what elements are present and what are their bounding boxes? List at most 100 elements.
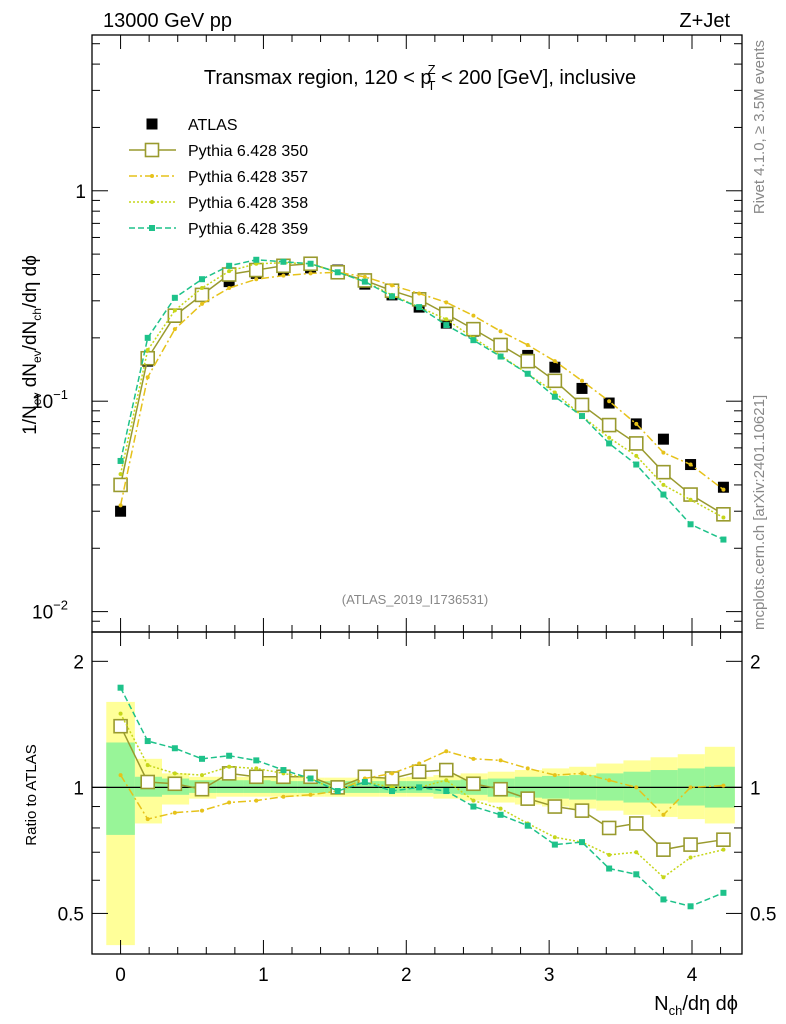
main-point-p359-7 bbox=[307, 260, 314, 267]
main-point-p359-13 bbox=[470, 337, 477, 344]
ratio-point-p350-5 bbox=[248, 769, 264, 785]
ratio-point-p357-7 bbox=[308, 792, 313, 797]
main-point-p359-15 bbox=[524, 370, 531, 377]
main-point-p357-15 bbox=[525, 342, 530, 347]
ratio-point-p359-7 bbox=[307, 775, 314, 782]
legend-label-p359: Pythia 6.428 359 bbox=[188, 221, 308, 238]
plot-title: Transmax region, 120 < pZ T < 200 [GeV], … bbox=[204, 62, 636, 93]
main-point-p358-19 bbox=[634, 453, 639, 458]
ratio-point-p357-22 bbox=[721, 783, 726, 788]
title-sup: Z bbox=[428, 62, 436, 77]
ratio-point-p359-8 bbox=[334, 788, 341, 795]
ratio-y-tick-label-left: 1 bbox=[73, 778, 84, 799]
main-point-p358-4 bbox=[227, 269, 232, 274]
main-point-p357-3 bbox=[200, 301, 204, 306]
main-point-p357-10 bbox=[390, 283, 394, 288]
ratio-point-p358-2 bbox=[172, 771, 177, 776]
mcplots-text: mcplots.cern.ch [arXiv:2401.10621] bbox=[751, 395, 768, 630]
main-point-p359-16 bbox=[551, 393, 558, 400]
ratio-point-p359-22 bbox=[720, 889, 727, 896]
main-point-p357-4 bbox=[227, 286, 232, 291]
frames: 0 1 2 3 4 1 10−1 10−2 0.5 0.5 1 1 2 2 bbox=[32, 34, 776, 986]
ratio-point-p358-13 bbox=[471, 798, 476, 803]
ratio-point-p359-19 bbox=[633, 871, 640, 878]
x-tick-label: 3 bbox=[544, 965, 555, 986]
legend-marker-p358 bbox=[150, 200, 154, 204]
main-point-p358-2 bbox=[172, 308, 177, 313]
main-point-p358-22 bbox=[721, 515, 726, 520]
main-point-p357-13 bbox=[471, 313, 476, 318]
main-point-p357-7 bbox=[308, 271, 313, 276]
ratio-point-p359-14 bbox=[497, 811, 504, 818]
ratio-y-tick-label-left: 0.5 bbox=[58, 904, 84, 925]
ratio-point-p359-12 bbox=[443, 788, 450, 795]
x-tick-label: 4 bbox=[687, 965, 698, 986]
ratio-point-p359-3 bbox=[199, 755, 205, 762]
main-y-tick-label: 1 bbox=[75, 182, 86, 203]
x-tick-label: 2 bbox=[401, 965, 412, 986]
ratio-point-p350-20 bbox=[656, 842, 671, 857]
main-point-p350-16 bbox=[547, 373, 563, 389]
main-point-p359-6 bbox=[280, 258, 287, 265]
main-point-p359-14 bbox=[497, 353, 504, 360]
ratio-point-p359-10 bbox=[389, 788, 395, 795]
main-point-p357-1 bbox=[145, 375, 150, 380]
ratio-point-p358-22 bbox=[721, 847, 726, 852]
main-point-p358-0 bbox=[118, 472, 123, 477]
main-point-p358-12 bbox=[444, 317, 449, 322]
legend-marker-p357 bbox=[150, 174, 154, 178]
main-point-p350-15 bbox=[520, 353, 536, 369]
main-point-p359-0 bbox=[117, 457, 124, 464]
ratio-point-p359-1 bbox=[144, 738, 151, 745]
ratio-point-p358-20 bbox=[661, 875, 666, 880]
main-y-tick-label: 10−2 bbox=[32, 598, 68, 624]
main-point-p357-18 bbox=[607, 399, 612, 404]
ratio-point-p358-18 bbox=[607, 852, 612, 857]
ratio-frame bbox=[91, 631, 743, 955]
ratio-point-p350-12 bbox=[438, 762, 454, 778]
ratio-point-p357-0 bbox=[118, 773, 123, 778]
ratio-point-p350-1 bbox=[140, 774, 156, 790]
main-point-p357-20 bbox=[661, 450, 666, 455]
ratio-point-p358-3 bbox=[200, 773, 204, 778]
ratio-point-p359-13 bbox=[470, 803, 477, 810]
main-point-p358-1 bbox=[145, 348, 150, 353]
ratio-point-p359-0 bbox=[117, 684, 124, 691]
main-y-tick-label: 10−1 bbox=[32, 387, 68, 413]
header-right: Z+Jet bbox=[679, 10, 730, 32]
ratio-point-p357-15 bbox=[525, 766, 530, 771]
rivet-version-text: Rivet 4.1.0, ≥ 3.5M events bbox=[751, 40, 768, 214]
main-point-p357-21 bbox=[688, 462, 693, 467]
main-point-p357-2 bbox=[172, 327, 177, 332]
ratio-y-tick-label-right: 2 bbox=[750, 652, 761, 673]
ratio-point-p358-16 bbox=[552, 835, 557, 840]
ratio-point-p359-4 bbox=[226, 752, 233, 759]
main-point-p358-3 bbox=[200, 286, 204, 291]
ratio-point-p350-21 bbox=[683, 837, 698, 852]
ratio-point-p350-2 bbox=[167, 776, 183, 792]
main-point-p358-20 bbox=[661, 482, 666, 487]
ratio-point-p359-20 bbox=[660, 896, 667, 903]
main-point-p357-12 bbox=[444, 300, 449, 305]
main-point-p350-17 bbox=[574, 397, 590, 413]
ratio-point-p350-13 bbox=[466, 776, 481, 792]
main-point-p359-19 bbox=[633, 461, 640, 468]
ratio-point-p350-3 bbox=[194, 781, 210, 797]
ratio-point-p357-2 bbox=[172, 810, 177, 815]
legend-marker-p350 bbox=[144, 142, 160, 158]
main-point-p359-12 bbox=[443, 322, 450, 329]
ratio-point-p357-4 bbox=[227, 800, 232, 805]
ratio-point-p350-18 bbox=[601, 820, 617, 836]
ratio-point-p350-15 bbox=[520, 791, 536, 806]
main-point-data-16 bbox=[549, 361, 561, 373]
band-inner-0 bbox=[106, 742, 135, 835]
main-point-p357-9 bbox=[362, 274, 367, 279]
ratio-point-p359-21 bbox=[687, 903, 694, 910]
ratio-point-p357-19 bbox=[634, 785, 639, 790]
ratio-point-p358-1 bbox=[145, 763, 150, 768]
title-rest: < 200 [GeV], inclusive bbox=[435, 67, 636, 89]
header-left: 13000 GeV pp bbox=[103, 10, 232, 32]
ratio-point-p359-18 bbox=[606, 865, 613, 872]
main-point-p359-9 bbox=[361, 278, 368, 285]
main-point-p350-18 bbox=[601, 417, 617, 433]
